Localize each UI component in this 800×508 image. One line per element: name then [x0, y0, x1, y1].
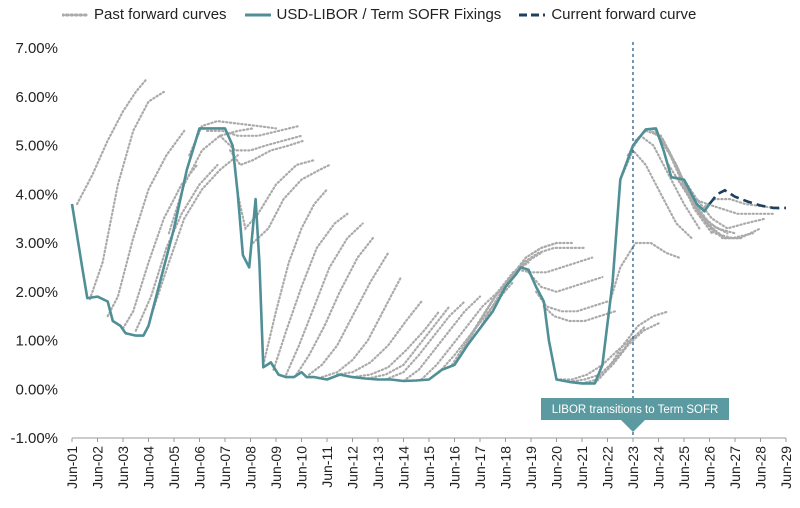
- x-tick-label: Jun-05: [166, 446, 182, 489]
- fixings-series-line: [70, 127, 711, 385]
- x-tick-label: Jun-26: [702, 446, 718, 489]
- x-tick-label: Jun-10: [294, 446, 310, 489]
- past-forward-curve: [272, 212, 349, 371]
- x-tick-label: Jun-19: [523, 446, 539, 489]
- legend-item-current-forward-curve: Current forward curve: [519, 6, 696, 23]
- x-tick-label: Jun-04: [141, 446, 157, 489]
- past-forward-curve: [262, 188, 329, 366]
- y-tick-label: 2.00%: [15, 284, 58, 301]
- legend-label-current: Current forward curve: [551, 6, 697, 23]
- past-forward-curve: [320, 276, 403, 379]
- past-forward-curve: [295, 237, 374, 376]
- past-forward-curve: [402, 295, 482, 383]
- past-forward-curve: [568, 324, 647, 383]
- past-forward-curve: [593, 310, 670, 385]
- x-tick-label: Jun-09: [268, 446, 284, 489]
- annotation-arrow-icon: [621, 420, 645, 432]
- legend-item-fixings: USD-LIBOR / Term SOFR Fixings: [244, 6, 502, 23]
- x-tick-label: Jun-27: [727, 446, 743, 489]
- x-tick-label: Jun-24: [651, 446, 667, 489]
- past-forward-curve: [384, 300, 466, 381]
- solid-line-swatch-icon: [244, 13, 271, 16]
- x-tick-label: Jun-07: [217, 446, 233, 489]
- legend-label-past: Past forward curves: [94, 6, 227, 23]
- x-tick-label: Jun-11: [319, 446, 335, 488]
- past-forward-curve: [693, 198, 775, 215]
- past-forward-curve: [206, 124, 301, 137]
- x-tick-label: Jun-20: [549, 446, 565, 489]
- x-tick-label: Jun-17: [472, 446, 488, 489]
- past-forward-curve: [675, 176, 762, 240]
- x-tick-label: Jun-21: [574, 446, 590, 489]
- dashed-line-swatch-icon: [519, 13, 546, 16]
- past-forward-curve: [580, 322, 660, 385]
- past-forward-curve: [659, 139, 744, 240]
- past-forward-curve: [366, 305, 451, 380]
- past-forward-curve: [149, 154, 239, 318]
- x-tick-label: Jun-12: [345, 446, 361, 489]
- x-tick-label: Jun-28: [753, 446, 769, 489]
- y-tick-label: 0.00%: [15, 381, 58, 398]
- past-forward-curve: [76, 78, 148, 206]
- y-tick-label: 1.00%: [15, 333, 58, 350]
- x-tick-label: Jun-23: [625, 446, 641, 489]
- x-tick-label: Jun-13: [370, 446, 386, 489]
- annotation-text: LIBOR transitions to Term SOFR: [552, 404, 719, 416]
- x-tick-label: Jun-15: [421, 446, 437, 489]
- past-forward-curve: [285, 222, 364, 376]
- y-tick-label: -1.00%: [10, 430, 58, 447]
- y-tick-label: 5.00%: [15, 138, 58, 155]
- legend: Past forward curves USD-LIBOR / Term SOF…: [62, 6, 714, 23]
- legend-label-fixings: USD-LIBOR / Term SOFR Fixings: [276, 6, 502, 23]
- past-forward-curve: [608, 241, 680, 303]
- x-tick-label: Jun-06: [192, 446, 208, 489]
- y-tick-label: 7.00%: [15, 40, 58, 57]
- past-forward-curve: [351, 310, 441, 379]
- past-forward-curve: [619, 148, 693, 240]
- past-forward-curve: [463, 251, 543, 349]
- past-forward-curve: [236, 159, 316, 231]
- x-tick-label: Jun-02: [90, 446, 106, 489]
- past-forward-curve: [229, 139, 306, 167]
- y-tick-label: 4.00%: [15, 186, 58, 203]
- past-forward-curve: [527, 271, 604, 293]
- current-forward-curve-line: [708, 188, 786, 210]
- past-forward-curve: [542, 305, 617, 323]
- past-forward-curve: [336, 300, 423, 376]
- x-tick-label: Jun-25: [676, 446, 692, 489]
- past-forward-curve: [308, 251, 390, 376]
- x-tick-label: Jun-22: [600, 446, 616, 489]
- past-forward-curve: [106, 129, 186, 318]
- x-tick-label: Jun-03: [115, 446, 131, 489]
- dotted-line-swatch-icon: [62, 13, 88, 16]
- annotation-banner: [541, 398, 729, 420]
- x-tick-label: Jun-18: [498, 446, 514, 489]
- past-forward-curve: [251, 163, 331, 245]
- x-tick-label: Jun-08: [243, 446, 259, 489]
- past-forward-curve: [420, 290, 499, 381]
- past-forward-curve: [682, 178, 767, 230]
- x-tick-label: Jun-29: [778, 446, 794, 489]
- past-forward-curve: [494, 241, 573, 308]
- past-forward-curve: [218, 134, 303, 152]
- legend-item-past-forward-curves: Past forward curves: [62, 6, 227, 23]
- x-tick-label: Jun-01: [64, 446, 80, 489]
- y-tick-label: 3.00%: [15, 235, 58, 252]
- past-forward-curve: [121, 163, 199, 330]
- x-tick-label: Jun-16: [447, 446, 463, 489]
- past-forward-curve: [88, 90, 165, 301]
- past-forward-curve: [506, 246, 586, 284]
- x-tick-label: Jun-14: [396, 446, 412, 489]
- y-tick-label: 6.00%: [15, 89, 58, 106]
- past-forward-curve: [555, 334, 637, 381]
- past-forward-curve: [652, 127, 737, 235]
